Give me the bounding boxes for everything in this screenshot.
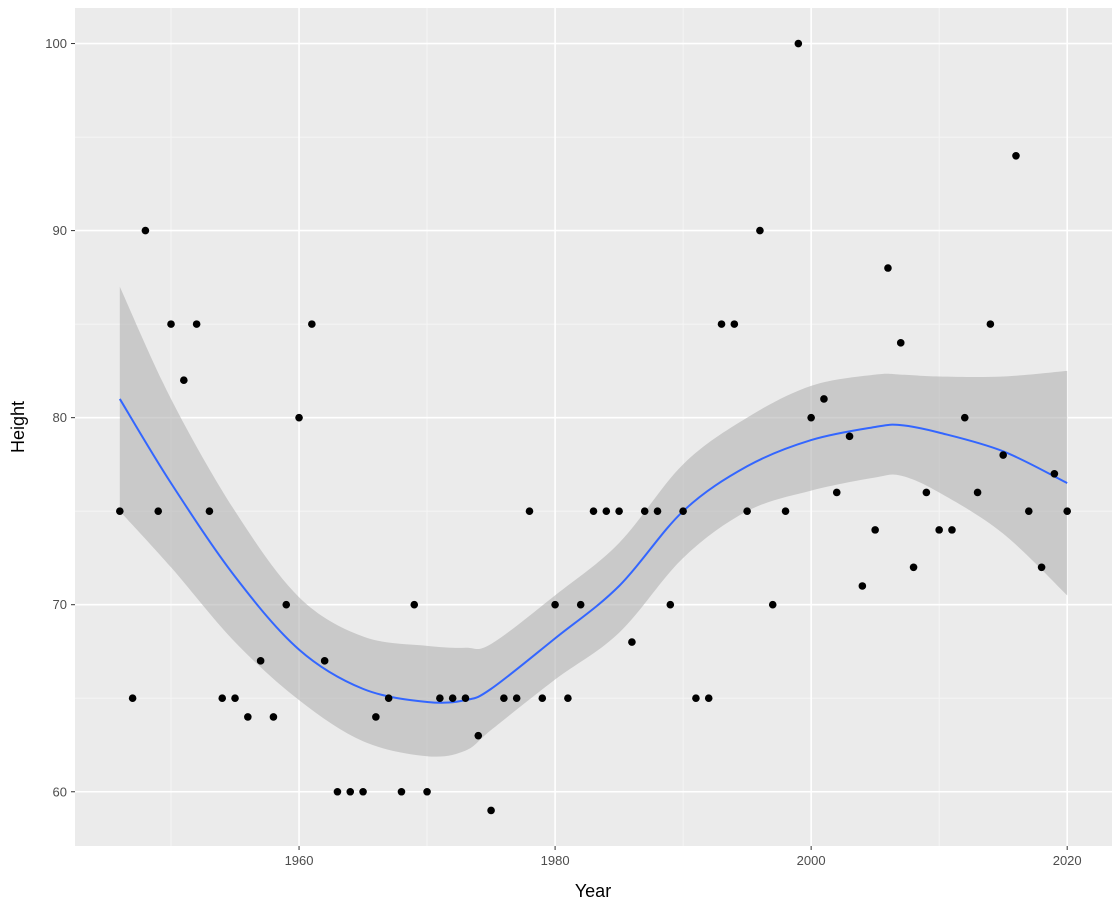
data-point — [384, 694, 393, 703]
data-point — [717, 320, 726, 328]
data-point — [820, 395, 828, 403]
data-point — [333, 787, 342, 796]
data-point — [781, 507, 790, 515]
data-point — [448, 694, 457, 703]
y-tick-label: 80 — [53, 410, 67, 425]
y-axis-ticks: 60 70 80 90 100 — [45, 36, 75, 799]
data-point — [487, 806, 495, 815]
data-point — [960, 413, 969, 422]
data-point — [461, 694, 470, 703]
data-point — [244, 713, 252, 721]
data-point — [269, 713, 278, 721]
data-point — [576, 600, 585, 609]
data-point — [794, 39, 803, 48]
data-point — [807, 413, 815, 422]
x-axis-ticks: 1960 1980 2000 2020 — [285, 846, 1082, 868]
data-point — [154, 507, 163, 515]
data-point — [436, 694, 444, 703]
data-point — [896, 339, 905, 347]
data-point — [218, 694, 227, 703]
data-point — [397, 787, 406, 796]
data-points — [116, 39, 1071, 815]
x-axis-title: Year — [575, 881, 611, 901]
data-point — [628, 638, 636, 646]
data-point — [986, 320, 995, 328]
data-point — [679, 507, 687, 515]
data-point — [410, 600, 419, 609]
data-point — [538, 694, 547, 703]
data-point — [205, 507, 214, 515]
data-point — [692, 694, 700, 703]
data-point — [500, 694, 508, 703]
y-axis-title: Height — [8, 401, 28, 453]
data-point — [909, 563, 918, 572]
smooth-line — [118, 398, 1068, 704]
data-point — [128, 694, 137, 703]
data-point — [884, 264, 892, 272]
data-point — [602, 507, 611, 515]
data-point — [640, 507, 649, 515]
y-tick-label: 90 — [53, 223, 67, 238]
data-point — [666, 600, 675, 609]
data-point — [1037, 563, 1046, 572]
data-point — [730, 320, 739, 328]
data-point — [935, 526, 943, 534]
data-point — [308, 320, 316, 328]
x-tick-label: 2020 — [1053, 853, 1082, 868]
data-point — [359, 787, 367, 796]
data-point — [180, 376, 188, 385]
data-point — [1012, 151, 1020, 160]
confidence-band — [119, 286, 1068, 757]
data-point — [1050, 469, 1059, 478]
data-point — [423, 787, 431, 796]
data-point — [653, 507, 662, 515]
x-tick-label: 1960 — [285, 853, 314, 868]
data-point — [512, 694, 521, 703]
data-point — [116, 507, 124, 515]
data-point — [922, 488, 931, 497]
data-point — [743, 507, 751, 515]
data-point — [973, 488, 982, 497]
data-point — [346, 787, 355, 796]
x-tick-label: 2000 — [797, 853, 826, 868]
data-point — [589, 507, 598, 515]
data-point — [999, 451, 1007, 459]
data-point — [564, 694, 572, 703]
confidence-band-layer — [119, 286, 1068, 757]
data-point — [845, 432, 854, 441]
data-point — [551, 600, 559, 609]
data-point — [256, 657, 265, 665]
data-point — [141, 226, 150, 235]
data-point — [282, 600, 291, 609]
data-point — [372, 713, 380, 721]
data-point — [756, 226, 764, 235]
x-tick-label: 1980 — [541, 853, 570, 868]
smooth-line-layer — [118, 398, 1068, 704]
data-point — [1063, 507, 1071, 515]
data-point — [231, 694, 239, 703]
data-point — [525, 507, 534, 515]
data-point — [295, 413, 303, 422]
data-point — [871, 526, 879, 534]
data-point — [1024, 507, 1033, 515]
y-tick-label: 100 — [45, 36, 67, 51]
data-point — [704, 694, 713, 703]
data-point — [948, 526, 956, 534]
data-point — [192, 320, 201, 328]
data-point — [320, 657, 329, 665]
data-point — [832, 488, 841, 497]
y-tick-label: 70 — [53, 597, 67, 612]
data-point — [615, 507, 623, 515]
data-point — [474, 731, 483, 740]
y-tick-label: 60 — [53, 784, 67, 799]
data-point — [768, 600, 777, 609]
data-point — [167, 320, 175, 328]
data-point — [858, 582, 867, 590]
